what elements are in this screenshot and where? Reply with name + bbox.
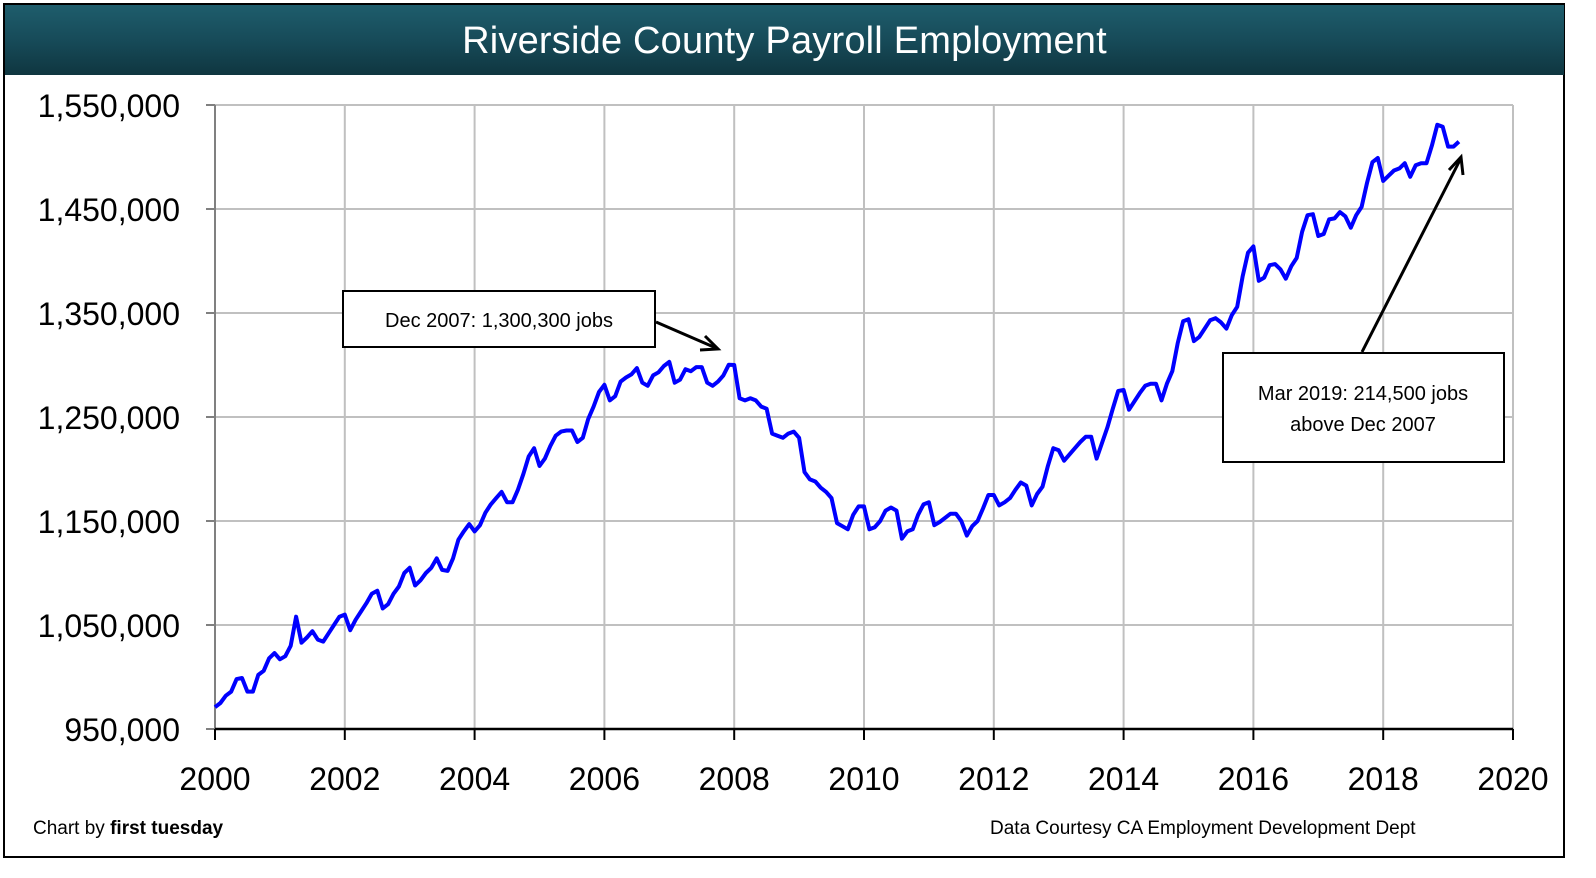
x-tick-label: 2018 (1348, 761, 1419, 797)
x-tick-label: 2016 (1218, 761, 1289, 797)
title-bar: Riverside County Payroll Employment (5, 5, 1564, 75)
chart-title: Riverside County Payroll Employment (462, 20, 1107, 62)
axes (206, 104, 1514, 740)
x-tick-label: 2000 (179, 761, 250, 797)
x-tick-label: 2006 (569, 761, 640, 797)
arrow-icon (1447, 153, 1465, 176)
y-axis-labels: 950,000 1,050,000 1,150,000 1,250,000 1,350,… (38, 88, 180, 748)
y-tick-label: 1,450,000 (38, 192, 180, 228)
peak-annotation-text: Dec 2007: 1,300,300 jobs (385, 310, 613, 332)
y-tick-label: 1,050,000 (38, 608, 180, 644)
x-tick-label: 2008 (699, 761, 770, 797)
x-tick-label: 2010 (828, 761, 899, 797)
latest-annotation-line1: Mar 2019: 214,500 jobs (1258, 383, 1468, 405)
arrow-icon (699, 334, 722, 352)
y-tick-label: 1,550,000 (38, 88, 180, 124)
latest-annotation-line2: above Dec 2007 (1290, 414, 1436, 436)
y-tick-label: 1,350,000 (38, 296, 180, 332)
credit-brand: first tuesday (110, 818, 224, 839)
peak-annotation: Dec 2007: 1,300,300 jobs (342, 290, 722, 352)
x-tick-label: 2012 (958, 761, 1029, 797)
employment-series-line (213, 122, 1461, 709)
data-source: Data Courtesy CA Employment Development … (990, 818, 1416, 839)
credit-prefix: Chart by (33, 818, 105, 839)
x-tick-label: 2002 (309, 761, 380, 797)
y-tick-label: 1,250,000 (38, 400, 180, 436)
y-tick-label: 1,150,000 (38, 504, 180, 540)
latest-annotation: Mar 2019: 214,500 jobs above Dec 2007 (1222, 153, 1505, 463)
x-tick-label: 2020 (1477, 761, 1548, 797)
chart-credit: Chart by first tuesday (33, 818, 223, 840)
x-tick-label: 2004 (439, 761, 510, 797)
y-tick-label: 950,000 (64, 712, 180, 748)
x-tick-label: 2014 (1088, 761, 1159, 797)
x-axis-labels: 2000 2002 2004 2006 2008 2010 2012 2014 2016 2018… (179, 761, 1548, 797)
